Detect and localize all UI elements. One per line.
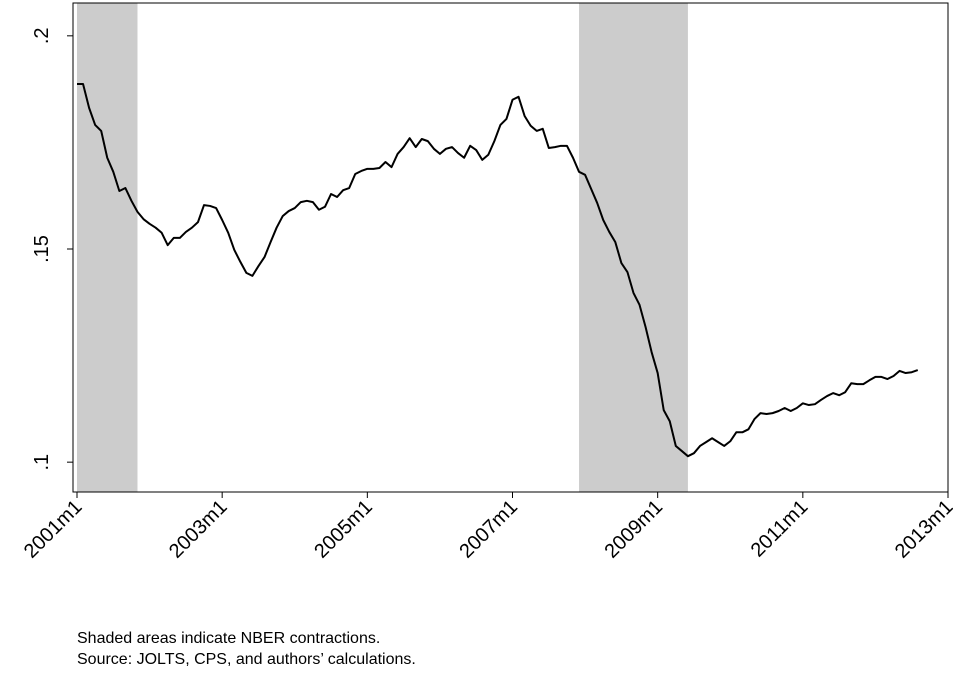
data-line	[77, 83, 919, 458]
x-tick-label: 2011m1	[747, 496, 813, 562]
recession-shade	[77, 3, 138, 492]
x-tick-label: 2009m1	[601, 496, 668, 563]
caption: Shaded areas indicate NBER contractions.	[77, 630, 380, 647]
x-tick-label: 2003m1	[165, 496, 232, 563]
y-tick-label: .1	[31, 454, 53, 471]
x-tick-label: 2007m1	[455, 496, 522, 563]
x-tick-label: 2013m1	[891, 496, 953, 563]
y-tick-label: .2	[31, 27, 53, 44]
x-tick-label: 2005m1	[310, 496, 377, 563]
x-tick-label: 2001m1	[20, 496, 87, 563]
y-tick-label: .15	[31, 235, 53, 263]
caption: Source: JOLTS, CPS, and authors’ calcula…	[77, 651, 416, 668]
recession-shade	[579, 3, 688, 492]
plot-frame	[72, 2, 949, 493]
